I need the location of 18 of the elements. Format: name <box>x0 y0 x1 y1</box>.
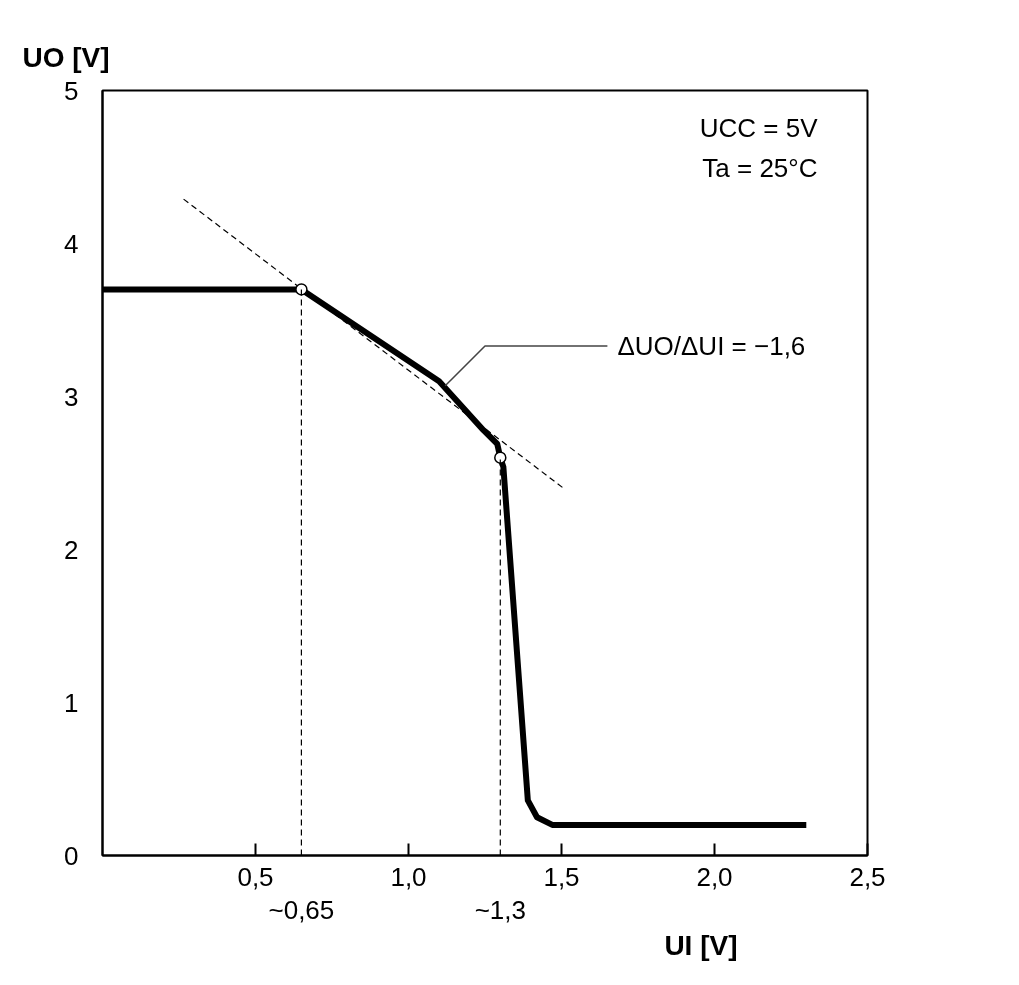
y-axis-title: UO [V] <box>22 42 110 73</box>
x-tick-label: 0,5 <box>237 861 274 892</box>
annotation: ΔUO/ΔUI = −1,6 <box>617 331 806 362</box>
y-tick-label: 1 <box>64 687 79 718</box>
y-tick-label: 2 <box>64 534 79 565</box>
x-tick-label: 2,5 <box>849 861 886 892</box>
x-tick-label: 1,5 <box>543 861 580 892</box>
x-tick-label: 1,0 <box>390 861 427 892</box>
annotation: Ta = 25°C <box>702 152 818 183</box>
y-tick-label: 3 <box>64 381 79 412</box>
ref-line-label: ~0,65 <box>268 894 335 925</box>
annotation: UCC = 5V <box>699 112 819 143</box>
x-axis-title: UI [V] <box>664 929 738 961</box>
y-tick-label: 5 <box>64 75 79 106</box>
y-tick-label: 4 <box>64 228 79 259</box>
y-tick-label: 0 <box>64 840 79 871</box>
ref-line-label: ~1,3 <box>474 894 526 925</box>
x-tick-label: 2,0 <box>696 861 733 892</box>
